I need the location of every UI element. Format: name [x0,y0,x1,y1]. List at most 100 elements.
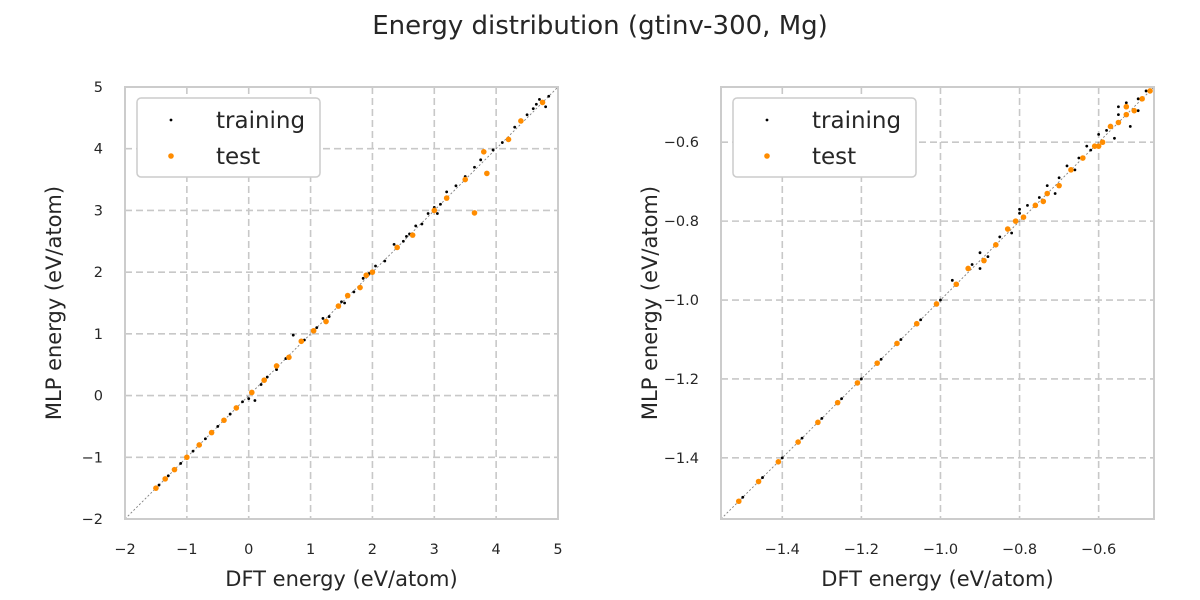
y-tick-label: −0.8 [664,214,699,230]
x-tick-label: −2 [114,542,135,558]
y-tick-label: 3 [94,203,103,219]
training-point [879,357,883,361]
x-tick-label: 3 [430,542,439,558]
training-point [315,326,319,330]
training-point [1113,136,1116,140]
test-point [409,232,416,238]
test-point [834,399,841,406]
legend-label-test: test [812,144,856,170]
x-tick-label: −1 [176,542,197,558]
test-point [196,442,203,448]
test-point [1095,143,1102,149]
legend-marker-test [168,153,174,159]
training-point [1077,156,1081,160]
training-point [327,315,331,318]
y-tick-label: 4 [94,142,103,158]
training-point [950,278,954,282]
x-tick-label: −1.0 [923,542,958,558]
training-point [340,300,343,304]
figure-title: Energy distribution (gtinv-300, Mg) [372,11,828,41]
y-axis-label: MLP energy (eV/atom) [638,186,662,420]
test-point [462,176,469,183]
training-point [741,495,745,499]
training-point [1085,144,1089,148]
training-point [1073,168,1077,172]
legend-label-test: test [216,144,260,170]
x-tick-label: −0.8 [1002,542,1037,558]
training-point [1037,196,1041,199]
test-point [184,454,190,461]
test-point [775,458,782,465]
test-point [815,419,821,426]
test-point [171,466,178,473]
legend: training test [136,97,321,178]
x-tick-label: 5 [553,542,562,558]
test-point [369,269,376,275]
training-point [939,298,942,302]
test-point [1004,226,1011,232]
training-point [420,222,424,226]
training-point [1105,128,1108,132]
plot-area [721,87,1154,519]
test-point [1115,119,1122,126]
x-tick-label: 0 [244,542,253,558]
training-point [1026,203,1029,207]
training-point [191,449,195,453]
test-point [894,340,900,347]
training-point [291,333,295,337]
test-point [874,360,880,366]
x-tick-label: −0.6 [1081,542,1116,558]
training-point [343,301,346,305]
test-point [335,303,342,309]
test-point [1107,123,1114,130]
y-tick-label: 1 [94,327,103,343]
training-point [1124,101,1128,105]
training-point [1018,207,1021,211]
training-point [241,400,244,404]
training-point [401,239,405,243]
training-point [820,416,824,420]
training-point [978,251,982,255]
training-point [247,397,251,401]
training-point [204,437,207,441]
training-point [1053,192,1057,195]
legend-box [136,97,321,178]
test-point [249,389,255,396]
legend-box [732,97,917,178]
axes-frame [124,86,559,520]
training-point [500,141,504,144]
training-point [454,184,458,188]
x-tick-label: −1.2 [844,542,879,558]
test-point [913,320,920,327]
training-point [392,242,396,246]
training-point [525,113,529,117]
y-tick-label: 0 [94,389,103,405]
test-point [162,476,169,482]
test-point [153,485,159,491]
training-point [405,234,408,238]
test-point [1123,111,1130,118]
training-point [1065,164,1069,168]
test-point [471,210,478,216]
training-point [1045,184,1049,188]
training-point [1010,231,1014,235]
training-point [1117,105,1120,109]
training-point [986,255,990,259]
training-point [970,263,974,266]
training-point [919,318,923,322]
training-point [166,474,170,478]
training-point [473,165,476,169]
legend: training test [732,97,917,178]
training-point [259,383,263,386]
test-point [1020,214,1027,220]
y-tick-label: −2 [82,512,103,528]
test-point [484,170,490,177]
x-axis-label: DFT energy (eV/atom) [225,567,457,591]
test-point [933,301,940,307]
training-point [547,94,551,98]
test-point [1131,107,1138,114]
training-point [1136,109,1140,113]
test-point [431,207,438,214]
test-point [953,281,960,288]
